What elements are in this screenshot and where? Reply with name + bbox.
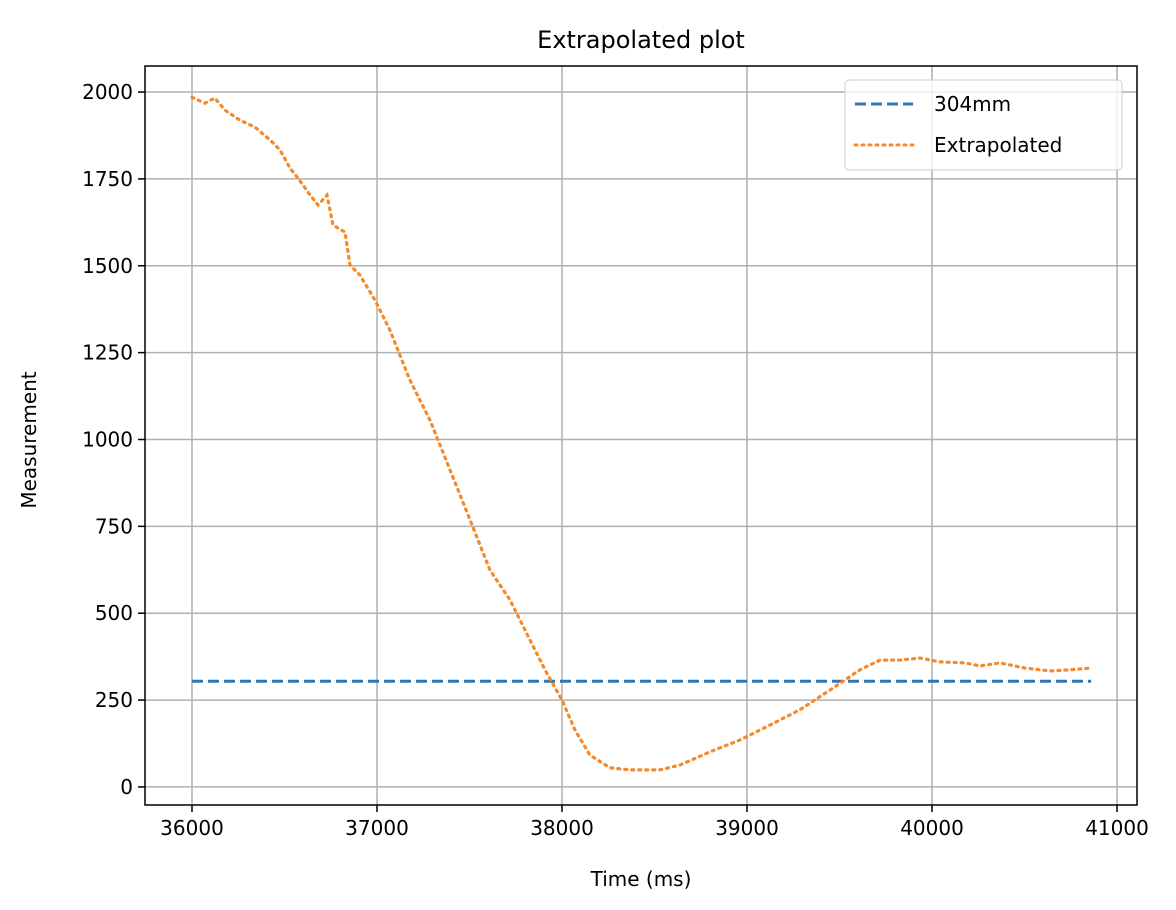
y-tick-label: 1750 [82,167,133,191]
plot-frame [144,65,1138,806]
x-axis-label: Time (ms) [590,867,692,891]
series-line-extrapolated [190,95,1092,772]
legend-label-304mm: 304mm [934,92,1011,116]
x-tick-label: 38000 [530,816,594,840]
x-tick-label: 37000 [345,816,409,840]
legend-box [844,79,1123,171]
ticks: 36000 37000 38000 39000 40000 41000 0 250 500 750… [82,80,1149,840]
grid [145,66,1137,805]
y-tick-label: 1250 [82,341,133,365]
legend-label-extrapolated: Extrapolated [934,133,1062,157]
y-axis-label: Measurement [17,371,41,508]
legend: 304mm Extrapolated [844,79,1123,171]
y-tick-label: 250 [95,688,133,712]
y-tick-label: 2000 [82,80,133,104]
y-tick-label: 500 [95,601,133,625]
y-tick-label: 1000 [82,427,133,451]
y-tick-label: 0 [120,775,133,799]
x-tick-label: 39000 [715,816,779,840]
x-tick-label: 40000 [900,816,964,840]
y-tick-label: 750 [95,514,133,538]
x-tick-label: 41000 [1085,816,1149,840]
y-tick-label: 1500 [82,254,133,278]
chart-title: Extrapolated plot [537,26,745,54]
x-tick-label: 36000 [160,816,224,840]
series-group [190,95,1092,772]
